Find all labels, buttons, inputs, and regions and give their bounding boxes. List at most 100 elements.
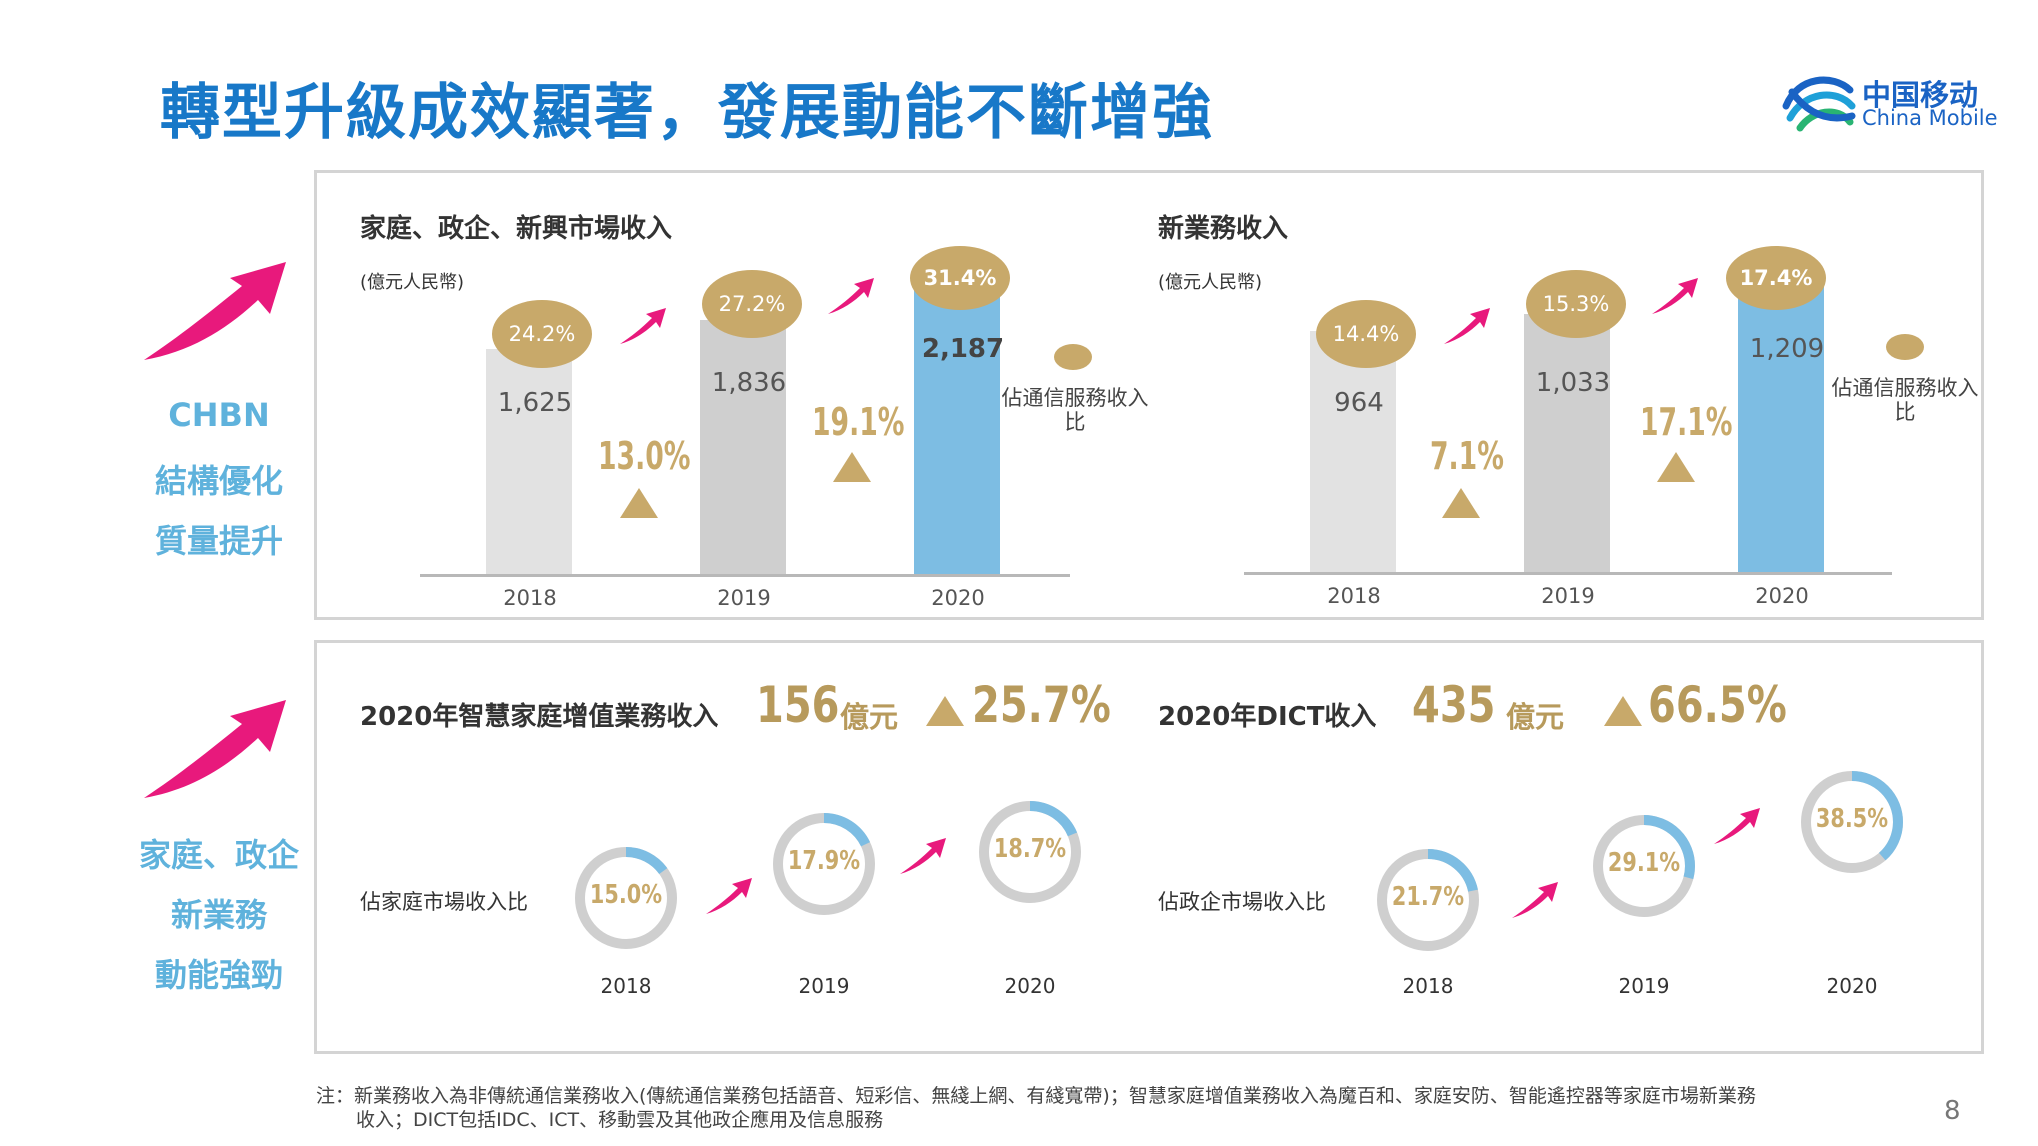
- legend-dot: [1054, 344, 1092, 370]
- side-label-chbn: CHBN: [168, 396, 270, 434]
- x-tick-label: 2019: [1541, 584, 1595, 608]
- chart-unit: (億元人民幣): [360, 272, 465, 293]
- share-oval: 17.4%: [1726, 246, 1826, 310]
- china-mobile-logo-icon: [1782, 76, 1856, 132]
- ring-year-label: 2020: [1826, 974, 1878, 998]
- small-arrow-icon: [900, 838, 946, 874]
- small-arrow-icon: [828, 278, 874, 314]
- bar-2018: [486, 349, 572, 574]
- small-arrow-icon: [1652, 278, 1698, 314]
- kpi-value: 435: [1412, 676, 1496, 734]
- ring-share-arc: [1801, 771, 1903, 873]
- ring-2020: [1801, 771, 1903, 873]
- share-oval: 24.2%: [492, 300, 592, 368]
- ring-year-label: 2018: [1402, 974, 1454, 998]
- chart-unit: (億元人民幣): [1158, 272, 1263, 293]
- logo-text-en: China Mobile: [1862, 106, 1998, 130]
- ring-percent-label: 18.7%: [993, 834, 1067, 864]
- kpi-growth: 25.7%: [972, 676, 1111, 734]
- ring-2018: [575, 847, 677, 949]
- ring-share-arc: [575, 847, 677, 949]
- growth-arrow-icon: [144, 700, 286, 798]
- ring-percent-label: 17.9%: [787, 846, 861, 876]
- x-tick-label: 2020: [1755, 584, 1809, 608]
- ring-year-label: 2018: [600, 974, 652, 998]
- bar-value-label: 1,209: [1749, 334, 1825, 364]
- ring-row-label: 佔家庭市場收入比: [360, 890, 528, 914]
- side-label-home-enterprise: 家庭、政企: [138, 836, 299, 874]
- footnote-line2: 收入；DICT包括IDC、ICT、移動雲及其他政企應用及信息服務: [356, 1109, 884, 1131]
- x-tick-label: 2019: [717, 586, 771, 610]
- kpi-title-smart-home: 2020年智慧家庭增值業務收入: [360, 702, 719, 732]
- ring-share-arc: [1377, 849, 1479, 951]
- share-oval: 14.4%: [1316, 300, 1416, 368]
- ring-2020: [979, 801, 1081, 903]
- growth-rate-label: 7.1%: [1430, 434, 1504, 478]
- side-label-quality: 質量提升: [154, 522, 283, 560]
- side-label-momentum: 動能強勁: [154, 956, 283, 994]
- share-oval: 15.3%: [1526, 270, 1626, 338]
- up-triangle-icon: [833, 452, 871, 482]
- up-triangle-icon: [1604, 696, 1642, 726]
- bar-value-label: 964: [1334, 388, 1384, 418]
- up-triangle-icon: [1657, 452, 1695, 482]
- growth-rate-label: 19.1%: [812, 400, 905, 444]
- x-tick-label: 2020: [931, 586, 985, 610]
- share-legend-label: 佔通信服務收入比: [1831, 376, 1979, 424]
- bottom-panel: [314, 640, 1984, 1054]
- footnote: 注：新業務收入為非傳統通信業務收入(傳統通信業務包括語音、短彩信、無綫上網、有綫…: [316, 1084, 1916, 1132]
- ring-percent-label: 29.1%: [1607, 848, 1681, 878]
- ring-percent-label: 15.0%: [589, 880, 663, 910]
- page-number: 8: [1944, 1096, 1961, 1126]
- x-tick-label: 2018: [1327, 584, 1381, 608]
- x-axis-line: [1244, 572, 1892, 575]
- x-axis-line: [420, 574, 1070, 577]
- bar-2020: [1738, 269, 1824, 572]
- kpi-growth: 66.5%: [1648, 676, 1787, 734]
- top-panel: [314, 170, 1984, 620]
- page-title: 轉型升級成效顯著，發展動能不斷增強: [160, 78, 1214, 148]
- side-label-structure: 結構優化: [154, 462, 283, 500]
- bar-value-label: 1,033: [1535, 368, 1611, 398]
- small-arrow-icon: [1512, 882, 1558, 918]
- ring-year-label: 2019: [798, 974, 850, 998]
- kpi-title-dict: 2020年DICT收入: [1158, 702, 1377, 732]
- ring-share-arc: [773, 813, 875, 915]
- ring-year-label: 2020: [1004, 974, 1056, 998]
- legend-dot: [1886, 334, 1924, 360]
- ring-share-arc: [1593, 815, 1695, 917]
- x-tick-label: 2018: [503, 586, 557, 610]
- side-label-new-business: 新業務: [170, 896, 267, 934]
- share-legend-label: 佔通信服務收入比: [1001, 386, 1149, 434]
- kpi-value: 156: [756, 676, 840, 734]
- ring-year-label: 2019: [1618, 974, 1670, 998]
- bar-2018: [1310, 331, 1396, 572]
- footnote-line1: 注：新業務收入為非傳統通信業務收入(傳統通信業務包括語音、短彩信、無綫上網、有綫…: [316, 1085, 1756, 1107]
- bar-2020: [914, 271, 1000, 574]
- up-triangle-icon: [1442, 488, 1480, 518]
- small-arrow-icon: [1714, 808, 1760, 844]
- ring-2019: [773, 813, 875, 915]
- bar-value-label: 1,836: [711, 368, 787, 398]
- growth-rate-label: 13.0%: [598, 434, 691, 478]
- logo-text-cn: 中国移动: [1862, 78, 1979, 112]
- kpi-unit: 億元: [840, 700, 899, 734]
- kpi-unit: 億元: [1506, 700, 1565, 734]
- bar-value-label: 1,625: [497, 388, 573, 418]
- share-oval: 27.2%: [702, 270, 802, 338]
- small-arrow-icon: [706, 878, 752, 914]
- chart-title-chbn-revenue: 家庭、政企、新興市場收入: [360, 214, 673, 244]
- up-triangle-icon: [620, 488, 658, 518]
- growth-arrow-icon: [144, 262, 286, 360]
- share-oval: 31.4%: [910, 246, 1010, 310]
- ring-percent-label: 21.7%: [1391, 882, 1465, 912]
- chart-title-new-business: 新業務收入: [1158, 214, 1289, 244]
- small-arrow-icon: [620, 308, 666, 344]
- bar-2019: [1524, 313, 1610, 572]
- ring-row-label: 佔政企市場收入比: [1158, 890, 1326, 914]
- bar-value-label: 2,187: [921, 334, 1005, 364]
- ring-percent-label: 38.5%: [1815, 804, 1889, 834]
- up-triangle-icon: [926, 696, 964, 726]
- growth-rate-label: 17.1%: [1640, 400, 1733, 444]
- ring-2018: [1377, 849, 1479, 951]
